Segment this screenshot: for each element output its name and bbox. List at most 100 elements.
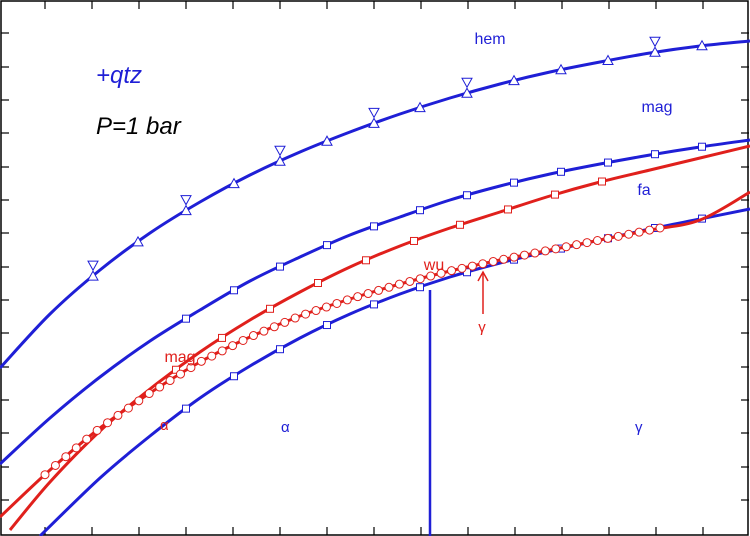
series-line bbox=[0, 138, 750, 466]
annotation-phase-alpha: α bbox=[281, 419, 290, 436]
data-point bbox=[374, 285, 384, 295]
data-point bbox=[645, 225, 655, 235]
annotation-pressure: P=1 bar bbox=[96, 113, 182, 140]
series-layer bbox=[0, 36, 750, 536]
data-point bbox=[238, 335, 248, 345]
data-point bbox=[103, 418, 113, 428]
data-point bbox=[598, 177, 606, 186]
annotation-phase-gamma: γ bbox=[635, 419, 643, 436]
data-point bbox=[370, 300, 378, 309]
series-line bbox=[38, 207, 750, 536]
data-point bbox=[266, 304, 274, 313]
data-point bbox=[415, 274, 425, 284]
data-point bbox=[592, 236, 602, 246]
data-point bbox=[416, 206, 424, 215]
arrow-head bbox=[477, 270, 489, 282]
data-point bbox=[180, 195, 192, 206]
data-point bbox=[228, 341, 238, 351]
data-point bbox=[488, 256, 498, 266]
data-point bbox=[410, 236, 418, 245]
data-point bbox=[269, 322, 279, 332]
data-point bbox=[447, 266, 457, 276]
data-point bbox=[144, 389, 154, 399]
data-point bbox=[405, 276, 415, 286]
data-point bbox=[132, 235, 144, 247]
data-point bbox=[71, 443, 81, 453]
series-label: mag bbox=[641, 99, 672, 116]
data-point bbox=[555, 63, 567, 75]
data-point bbox=[165, 376, 175, 386]
data-point bbox=[368, 117, 380, 128]
data-point bbox=[182, 404, 190, 413]
data-point bbox=[499, 254, 509, 264]
data-point bbox=[394, 279, 404, 289]
series-label: γ bbox=[478, 319, 486, 336]
data-point bbox=[368, 107, 380, 119]
data-point bbox=[634, 227, 644, 237]
data-point bbox=[353, 292, 363, 302]
data-point bbox=[457, 263, 467, 273]
data-point bbox=[61, 452, 71, 462]
data-point bbox=[290, 313, 300, 323]
data-point bbox=[276, 345, 284, 354]
series-blue-mag bbox=[0, 138, 750, 466]
data-point bbox=[551, 190, 559, 199]
data-point bbox=[301, 309, 311, 319]
data-point bbox=[155, 382, 165, 392]
series-label: wu bbox=[423, 257, 444, 274]
data-point bbox=[276, 262, 284, 271]
data-point bbox=[176, 369, 186, 379]
annotation-alpha-fe: α bbox=[160, 417, 169, 434]
data-point bbox=[248, 331, 258, 341]
data-point bbox=[384, 282, 394, 292]
data-point bbox=[321, 302, 331, 312]
series-label: hem bbox=[474, 31, 505, 48]
data-point bbox=[342, 295, 352, 305]
series-red-wu bbox=[0, 190, 750, 519]
series-red-mag bbox=[8, 144, 750, 531]
data-point bbox=[113, 410, 123, 420]
series-line bbox=[8, 144, 750, 531]
data-point bbox=[461, 77, 473, 89]
data-point bbox=[508, 74, 520, 86]
series-blue-fa bbox=[38, 207, 750, 536]
data-point bbox=[582, 238, 592, 248]
data-point bbox=[196, 356, 206, 366]
data-point bbox=[182, 314, 190, 323]
data-point bbox=[530, 248, 540, 258]
data-point bbox=[467, 261, 477, 271]
data-point bbox=[230, 372, 238, 381]
data-point bbox=[604, 158, 612, 167]
data-point bbox=[510, 178, 518, 187]
data-point bbox=[540, 246, 550, 256]
series-label: fa bbox=[637, 182, 650, 199]
data-point bbox=[478, 259, 488, 269]
data-point bbox=[698, 142, 706, 151]
data-point bbox=[504, 205, 512, 214]
data-point bbox=[92, 425, 102, 435]
data-point bbox=[416, 283, 424, 292]
data-point bbox=[463, 191, 471, 200]
data-point bbox=[655, 223, 665, 233]
data-point bbox=[509, 252, 519, 262]
series-blue-hem bbox=[0, 36, 750, 370]
data-point bbox=[426, 271, 436, 281]
data-point bbox=[649, 36, 661, 48]
data-point bbox=[363, 289, 373, 299]
data-point bbox=[123, 403, 133, 413]
data-point bbox=[551, 244, 561, 254]
data-point bbox=[217, 346, 227, 356]
data-point bbox=[649, 46, 661, 57]
data-point bbox=[651, 150, 659, 159]
series-red-gamma-arrow bbox=[477, 270, 489, 314]
data-point bbox=[461, 87, 473, 98]
data-point bbox=[332, 298, 342, 308]
data-point bbox=[321, 135, 333, 146]
data-point bbox=[456, 220, 464, 229]
data-point bbox=[314, 279, 322, 287]
data-point bbox=[557, 167, 565, 176]
data-point bbox=[228, 177, 240, 189]
data-point bbox=[613, 231, 623, 241]
